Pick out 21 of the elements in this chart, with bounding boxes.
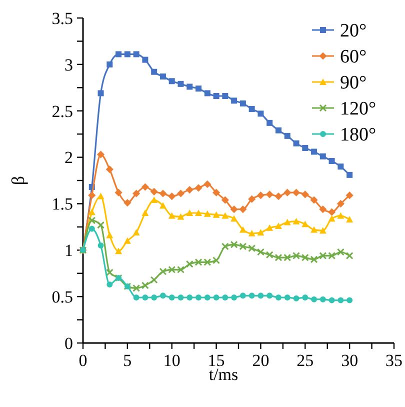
y-tick-label: 1 — [64, 241, 73, 260]
legend-label: 90° — [340, 72, 367, 94]
legend-label: 180° — [340, 124, 376, 146]
legend-label: 120° — [340, 98, 376, 120]
x-tick-label: 20 — [252, 351, 270, 370]
y-tick-label: 0.5 — [52, 288, 73, 307]
y-tick-label: 3 — [64, 55, 73, 74]
x-tick-label: 0 — [78, 351, 88, 370]
y-tick-label: 0 — [64, 334, 73, 353]
y-axis-title: β — [8, 176, 28, 186]
x-tick-label: 30 — [341, 351, 358, 370]
x-tick-label: 25 — [296, 351, 314, 370]
y-tick-label: 2 — [64, 148, 73, 168]
y-tick-label: 2.5 — [52, 102, 73, 121]
legend-label: 20° — [340, 20, 367, 42]
x-tick-label: 10 — [163, 351, 180, 370]
x-tick-label: 5 — [123, 351, 132, 370]
x-tick-label: 35 — [386, 351, 402, 370]
y-tick-label: 1.5 — [52, 194, 73, 214]
y-tick-label: 3.5 — [52, 8, 73, 28]
legend-label: 60° — [340, 46, 367, 68]
